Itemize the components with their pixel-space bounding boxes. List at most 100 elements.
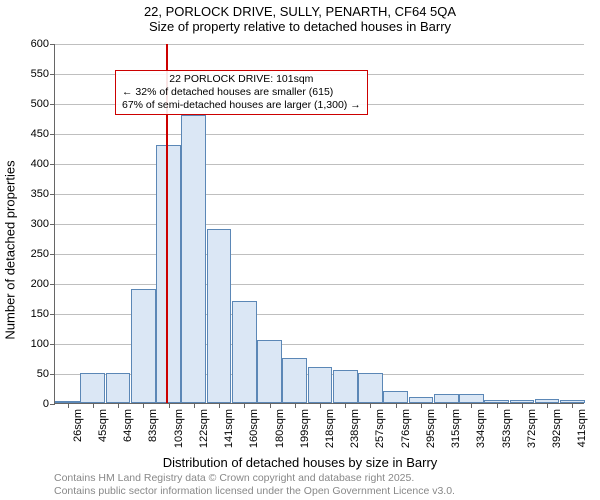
title-block: 22, PORLOCK DRIVE, SULLY, PENARTH, CF64 …	[0, 4, 600, 34]
xtick-label: 64sqm	[122, 409, 134, 442]
xtick-label: 218sqm	[324, 409, 336, 448]
attribution: Contains HM Land Registry data © Crown c…	[54, 472, 455, 498]
ytick-label: 100	[31, 338, 49, 350]
ytick-label: 0	[43, 398, 49, 410]
ytick-label: 550	[31, 68, 49, 80]
gridline-h	[55, 254, 584, 255]
xtick-mark	[497, 403, 498, 408]
xtick-mark	[471, 403, 472, 408]
ytick-mark	[50, 284, 55, 285]
gridline-h	[55, 194, 584, 195]
xtick-mark	[295, 403, 296, 408]
xtick-mark	[345, 403, 346, 408]
annotation-line: 67% of semi-detached houses are larger (…	[122, 99, 361, 112]
ytick-label: 150	[31, 308, 49, 320]
histogram-bar	[282, 358, 307, 403]
xtick-mark	[143, 403, 144, 408]
histogram-bar	[207, 229, 232, 403]
xtick-mark	[396, 403, 397, 408]
xtick-label: 392sqm	[551, 409, 563, 448]
ytick-mark	[50, 164, 55, 165]
xtick-mark	[118, 403, 119, 408]
ytick-mark	[50, 224, 55, 225]
gridline-h	[55, 134, 584, 135]
xtick-label: 103sqm	[173, 409, 185, 448]
ytick-label: 500	[31, 98, 49, 110]
xtick-mark	[446, 403, 447, 408]
xtick-label: 257sqm	[374, 409, 386, 448]
attribution-line-1: Contains HM Land Registry data © Crown c…	[54, 472, 455, 485]
xtick-label: 372sqm	[526, 409, 538, 448]
xtick-mark	[244, 403, 245, 408]
xtick-mark	[270, 403, 271, 408]
attribution-line-2: Contains public sector information licen…	[54, 485, 455, 498]
histogram-bar	[308, 367, 333, 403]
histogram-bar	[156, 145, 181, 403]
ytick-label: 400	[31, 158, 49, 170]
xtick-label: 238sqm	[349, 409, 361, 448]
histogram-bar	[257, 340, 282, 403]
xtick-label: 141sqm	[223, 409, 235, 448]
ytick-mark	[50, 314, 55, 315]
xtick-mark	[194, 403, 195, 408]
xtick-mark	[219, 403, 220, 408]
gridline-h	[55, 44, 584, 45]
xtick-label: 353sqm	[501, 409, 513, 448]
annotation-line: ← 32% of detached houses are smaller (61…	[122, 86, 361, 99]
xtick-mark	[370, 403, 371, 408]
xtick-label: 83sqm	[147, 409, 159, 442]
y-axis-label: Number of detached properties	[3, 160, 18, 339]
xtick-mark	[547, 403, 548, 408]
ytick-mark	[50, 374, 55, 375]
xtick-label: 45sqm	[97, 409, 109, 442]
ytick-label: 300	[31, 218, 49, 230]
annotation-line: 22 PORLOCK DRIVE: 101sqm	[122, 73, 361, 86]
annotation-box: 22 PORLOCK DRIVE: 101sqm← 32% of detache…	[115, 70, 368, 115]
xtick-mark	[572, 403, 573, 408]
xtick-mark	[169, 403, 170, 408]
title-line-2: Size of property relative to detached ho…	[0, 19, 600, 34]
xtick-label: 334sqm	[475, 409, 487, 448]
histogram-bar	[459, 394, 484, 403]
ytick-label: 600	[31, 38, 49, 50]
ytick-mark	[50, 254, 55, 255]
histogram-bar	[131, 289, 156, 403]
histogram-bar	[181, 115, 206, 403]
xtick-label: 411sqm	[576, 409, 588, 447]
plot-area: 05010015020025030035040045050055060026sq…	[54, 44, 584, 404]
ytick-mark	[50, 344, 55, 345]
histogram-bar	[333, 370, 358, 403]
gridline-h	[55, 284, 584, 285]
figure: 22, PORLOCK DRIVE, SULLY, PENARTH, CF64 …	[0, 0, 600, 500]
histogram-bar	[232, 301, 257, 403]
xtick-label: 160sqm	[248, 409, 260, 448]
xtick-mark	[93, 403, 94, 408]
xtick-label: 122sqm	[198, 409, 210, 448]
xtick-mark	[421, 403, 422, 408]
ytick-label: 450	[31, 128, 49, 140]
histogram-bar	[434, 394, 459, 403]
gridline-h	[55, 224, 584, 225]
gridline-h	[55, 164, 584, 165]
ytick-mark	[50, 194, 55, 195]
xtick-label: 180sqm	[274, 409, 286, 448]
xtick-label: 295sqm	[425, 409, 437, 448]
xtick-label: 315sqm	[450, 409, 462, 448]
ytick-label: 250	[31, 248, 49, 260]
xtick-label: 276sqm	[400, 409, 412, 448]
ytick-label: 50	[37, 368, 49, 380]
xtick-mark	[68, 403, 69, 408]
xtick-label: 199sqm	[299, 409, 311, 448]
ytick-mark	[50, 44, 55, 45]
x-axis-label: Distribution of detached houses by size …	[0, 455, 600, 470]
ytick-mark	[50, 104, 55, 105]
histogram-bar	[383, 391, 408, 403]
ytick-label: 350	[31, 188, 49, 200]
xtick-mark	[522, 403, 523, 408]
histogram-bar	[80, 373, 105, 403]
histogram-bar	[358, 373, 383, 403]
ytick-mark	[50, 404, 55, 405]
ytick-label: 200	[31, 278, 49, 290]
xtick-label: 26sqm	[72, 409, 84, 442]
xtick-mark	[320, 403, 321, 408]
